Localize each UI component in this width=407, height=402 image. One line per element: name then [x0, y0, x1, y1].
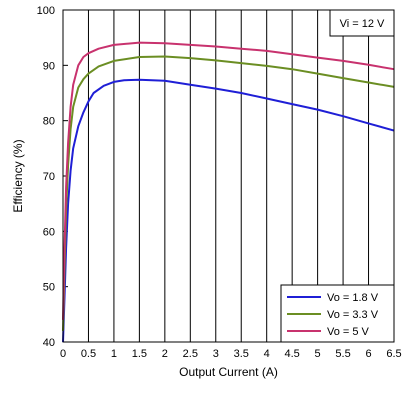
x-tick-label: 5.5: [335, 348, 350, 360]
series-line-2: [62, 55, 395, 331]
x-tick-labels: 0 0.5 1 1.5 2 2.5 3 3.5 4 4.5 5 5.5 6 6.5: [60, 348, 402, 360]
series-lines: [62, 41, 395, 343]
x-tick-label: 1.5: [132, 348, 147, 360]
y-tick-labels: 40 50 60 70 80 90 100: [37, 5, 55, 349]
series-line-1: [62, 78, 395, 343]
y-tick-label: 50: [43, 282, 55, 294]
x-tick-label: 4.5: [285, 348, 300, 360]
y-tick-label: 90: [43, 60, 55, 72]
x-tick-label: 2: [162, 348, 168, 360]
x-tick-label: 3: [213, 348, 219, 360]
legend-label: Vo = 3.3 V: [327, 309, 379, 321]
y-tick-label: 80: [43, 116, 55, 128]
x-tick-label: 5: [315, 348, 321, 360]
legend: Vo = 1.8 V Vo = 3.3 V Vo = 5 V: [280, 284, 395, 343]
plot-frame: [62, 9, 395, 343]
legend-label: Vo = 1.8 V: [327, 292, 379, 304]
x-tick-label: 6: [365, 348, 371, 360]
y-tick-label: 40: [43, 337, 55, 349]
input-voltage-annotation: Vi = 12 V: [340, 18, 385, 30]
x-tick-label: 6.5: [386, 348, 401, 360]
y-tick-label: 60: [43, 226, 55, 238]
y-tick-label: 100: [37, 5, 55, 17]
x-tick-label: 2.5: [183, 348, 198, 360]
y-tick-label: 70: [43, 171, 55, 183]
x-tick-label: 0.5: [81, 348, 96, 360]
x-tick-label: 0: [60, 348, 66, 360]
y-axis-title: Efficiency (%): [11, 139, 25, 212]
x-axis-title: Output Current (A): [179, 365, 278, 379]
x-tick-label: 1: [111, 348, 117, 360]
annotation-box: [329, 9, 395, 37]
x-tick-label: 4: [264, 348, 270, 360]
x-tick-label: 3.5: [234, 348, 249, 360]
series-line-3: [62, 41, 395, 320]
legend-label: Vo = 5 V: [327, 326, 370, 338]
